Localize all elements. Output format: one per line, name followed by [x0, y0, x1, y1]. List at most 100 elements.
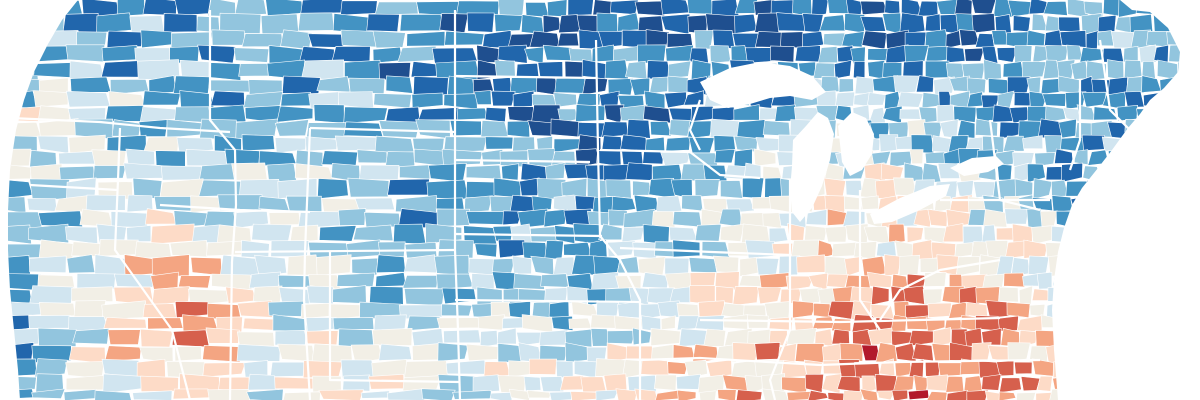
county-polygon[interactable] [719, 223, 745, 242]
county-polygon[interactable] [924, 13, 941, 32]
county-polygon[interactable] [1171, 106, 1195, 124]
county-polygon[interactable] [1026, 29, 1046, 47]
county-polygon[interactable] [1190, 45, 1200, 63]
county-polygon[interactable] [550, 118, 583, 138]
county-polygon[interactable] [893, 75, 920, 95]
county-polygon[interactable] [1006, 301, 1031, 319]
county-polygon[interactable] [1182, 286, 1196, 305]
county-polygon[interactable] [464, 195, 493, 214]
county-polygon[interactable] [996, 360, 1015, 377]
county-polygon[interactable] [688, 257, 718, 274]
county-polygon[interactable] [539, 329, 569, 346]
county-polygon[interactable] [332, 317, 375, 330]
county-polygon[interactable] [38, 239, 76, 260]
county-polygon[interactable] [1064, 256, 1086, 275]
county-polygon[interactable] [1106, 254, 1124, 277]
county-polygon[interactable] [205, 327, 240, 344]
county-polygon[interactable] [1020, 376, 1041, 392]
county-polygon[interactable] [582, 77, 608, 96]
county-polygon[interactable] [875, 342, 898, 364]
county-polygon[interactable] [904, 31, 927, 47]
county-polygon[interactable] [531, 195, 553, 212]
county-polygon[interactable] [37, 327, 77, 347]
county-polygon[interactable] [142, 303, 177, 319]
county-polygon[interactable] [411, 342, 442, 361]
county-polygon[interactable] [1054, 148, 1074, 164]
county-polygon[interactable] [703, 328, 727, 348]
county-polygon[interactable] [174, 0, 212, 17]
county-polygon[interactable] [447, 75, 476, 96]
county-polygon[interactable] [754, 31, 783, 48]
county-polygon[interactable] [672, 211, 703, 228]
county-polygon[interactable] [890, 314, 908, 332]
county-polygon[interactable] [870, 285, 890, 306]
county-polygon[interactable] [29, 285, 74, 305]
county-polygon[interactable] [68, 134, 106, 154]
county-polygon[interactable] [494, 60, 516, 78]
county-polygon[interactable] [1135, 0, 1160, 15]
county-polygon[interactable] [607, 78, 634, 96]
county-polygon[interactable] [385, 106, 421, 124]
county-polygon[interactable] [1139, 344, 1155, 363]
county-polygon[interactable] [906, 226, 924, 243]
county-polygon[interactable] [321, 150, 358, 166]
county-polygon[interactable] [681, 195, 704, 212]
county-polygon[interactable] [1196, 77, 1200, 91]
county-polygon[interactable] [71, 241, 103, 257]
county-polygon[interactable] [909, 149, 924, 165]
county-polygon[interactable] [502, 210, 523, 226]
county-polygon[interactable] [278, 287, 311, 305]
county-polygon[interactable] [0, 0, 41, 14]
county-polygon[interactable] [1132, 195, 1155, 210]
county-polygon[interactable] [945, 30, 962, 49]
county-polygon[interactable] [210, 62, 242, 81]
county-polygon[interactable] [625, 162, 653, 181]
county-polygon[interactable] [838, 78, 854, 93]
county-polygon[interactable] [236, 343, 281, 362]
county-polygon[interactable] [343, 106, 388, 124]
county-polygon[interactable] [651, 211, 676, 228]
county-polygon[interactable] [1045, 44, 1069, 65]
county-polygon[interactable] [851, 314, 878, 333]
county-polygon[interactable] [811, 0, 829, 18]
county-polygon[interactable] [1108, 329, 1126, 348]
county-polygon[interactable] [1085, 30, 1099, 50]
county-polygon[interactable] [1193, 61, 1200, 80]
county-polygon[interactable] [1158, 273, 1179, 291]
county-polygon[interactable] [1014, 178, 1034, 197]
county-polygon[interactable] [1161, 134, 1177, 154]
county-polygon[interactable] [604, 59, 629, 80]
county-polygon[interactable] [1116, 196, 1133, 213]
county-polygon[interactable] [1053, 358, 1067, 379]
county-polygon[interactable] [1144, 165, 1164, 181]
county-polygon[interactable] [592, 0, 614, 16]
county-polygon[interactable] [1063, 239, 1082, 260]
county-polygon[interactable] [441, 287, 477, 305]
county-polygon[interactable] [102, 373, 142, 394]
county-polygon[interactable] [108, 91, 146, 108]
county-polygon[interactable] [590, 271, 620, 291]
county-polygon[interactable] [65, 226, 98, 245]
county-polygon[interactable] [730, 359, 758, 378]
county-polygon[interactable] [821, 373, 842, 394]
county-polygon[interactable] [28, 314, 72, 329]
county-polygon[interactable] [558, 14, 581, 34]
county-polygon[interactable] [894, 360, 912, 378]
county-polygon[interactable] [305, 317, 338, 333]
county-polygon[interactable] [1029, 303, 1046, 317]
county-polygon[interactable] [1172, 178, 1192, 197]
county-polygon[interactable] [1191, 343, 1200, 361]
county-polygon[interactable] [689, 271, 716, 288]
county-polygon[interactable] [824, 225, 848, 243]
county-polygon[interactable] [753, 148, 777, 167]
county-polygon[interactable] [915, 75, 934, 93]
county-polygon[interactable] [823, 177, 847, 198]
county-polygon[interactable] [984, 390, 1001, 400]
county-polygon[interactable] [827, 300, 855, 320]
county-polygon[interactable] [699, 390, 717, 400]
county-polygon[interactable] [1192, 374, 1200, 392]
county-polygon[interactable] [94, 254, 128, 276]
county-polygon[interactable] [1173, 389, 1193, 400]
county-polygon[interactable] [904, 44, 929, 64]
county-polygon[interactable] [246, 388, 284, 400]
